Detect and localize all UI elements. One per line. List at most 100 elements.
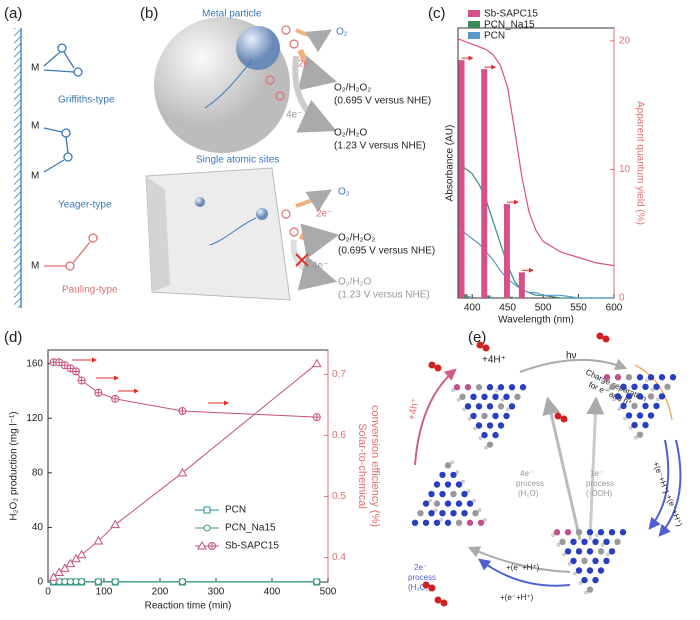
- bar: [487, 295, 491, 298]
- atom: [603, 538, 610, 545]
- atom: [606, 388, 611, 392]
- marker: [110, 519, 121, 529]
- atom: [608, 529, 616, 536]
- arrows-d: [72, 357, 229, 406]
- oxygen: [63, 152, 73, 162]
- atom: [656, 397, 660, 402]
- atom: [483, 518, 487, 522]
- atom: [475, 384, 483, 391]
- atom: [642, 383, 649, 390]
- metal: M: [31, 171, 39, 182]
- wall: [14, 28, 21, 308]
- atom: [608, 548, 616, 555]
- atom: [428, 490, 435, 498]
- marker: [178, 407, 187, 416]
- legend-label: PCN_Na15: [225, 523, 276, 534]
- atom: [631, 402, 638, 410]
- legend-swatch: [468, 32, 480, 39]
- bar: [481, 69, 488, 299]
- atom: [433, 508, 438, 512]
- bar: [458, 60, 465, 299]
- label: (·OOH): [586, 489, 613, 498]
- atom: [444, 500, 452, 507]
- absorbance-line: [457, 162, 614, 299]
- atom: [470, 412, 477, 420]
- atom: [506, 407, 510, 412]
- label: O₂/H₂O: [334, 128, 368, 139]
- atom: [472, 498, 476, 503]
- atom: [597, 529, 605, 536]
- atom: [575, 567, 583, 574]
- marker: [59, 563, 70, 572]
- atom: [636, 412, 644, 419]
- arrow: [295, 189, 333, 213]
- x-tick-label: 600: [606, 303, 623, 314]
- atom: [473, 426, 477, 431]
- panel-e: +4H⁺ hν Charge separation for e⁻ and h⁺ …: [407, 332, 684, 607]
- atom: [642, 421, 649, 429]
- legend-label: PCN: [225, 505, 246, 516]
- atom: [492, 412, 499, 420]
- oxygen: [434, 364, 442, 372]
- atom: [570, 538, 577, 545]
- atom: [636, 393, 644, 400]
- bond: [43, 69, 75, 73]
- atom: [653, 383, 660, 390]
- atom: [470, 393, 477, 400]
- arrow: [298, 223, 340, 259]
- atom: [453, 384, 461, 391]
- atom: [669, 374, 677, 381]
- bond: [43, 159, 65, 173]
- y2-tick-label: 10: [619, 164, 631, 175]
- arrow: [586, 396, 605, 541]
- atom: [664, 383, 671, 390]
- atom: [439, 490, 446, 498]
- atom: [592, 538, 599, 545]
- atom: [477, 519, 485, 526]
- atom: [603, 557, 610, 565]
- oxygen: [281, 25, 291, 35]
- atom: [564, 529, 572, 536]
- atom: [450, 460, 454, 465]
- atom: [597, 567, 605, 574]
- y2-axis-label: conversion efficiency (%): [369, 405, 381, 527]
- y2-tick-label: 0: [619, 293, 625, 304]
- atom: [625, 393, 633, 400]
- atom: [428, 498, 432, 503]
- arrow: [658, 439, 682, 537]
- y2-tick-label: 0.4: [332, 552, 346, 563]
- atom: [439, 518, 443, 522]
- bar: [518, 272, 525, 298]
- atom: [597, 548, 605, 555]
- x-axis-label: Reaction time (min): [145, 601, 232, 612]
- marker: [94, 388, 103, 397]
- atom: [650, 388, 655, 392]
- atom: [503, 393, 510, 400]
- atom: [492, 431, 499, 439]
- atom: [486, 403, 494, 410]
- atom: [600, 543, 605, 547]
- oxygen: [554, 412, 562, 420]
- y-axis-label: Absorbance (AU): [445, 125, 456, 202]
- atom: [481, 412, 488, 420]
- atom: [433, 519, 441, 526]
- arrow: [295, 28, 333, 53]
- atom: [433, 481, 441, 488]
- atom: [481, 431, 488, 439]
- marker: [111, 394, 120, 403]
- atom: [508, 403, 516, 410]
- atom: [514, 393, 521, 400]
- label: process: [586, 479, 614, 488]
- atom: [450, 471, 457, 479]
- y-tick-label: 40: [32, 522, 44, 533]
- oxygen: [422, 581, 430, 589]
- atom: [586, 567, 594, 574]
- type-label: Griffiths-type: [58, 95, 115, 106]
- x-tick-label: 500: [535, 303, 552, 314]
- oxygen: [275, 91, 285, 101]
- single-atom: [195, 197, 205, 207]
- atom: [462, 407, 466, 412]
- bar: [467, 296, 471, 298]
- atom: [439, 510, 446, 517]
- marker: [93, 536, 104, 545]
